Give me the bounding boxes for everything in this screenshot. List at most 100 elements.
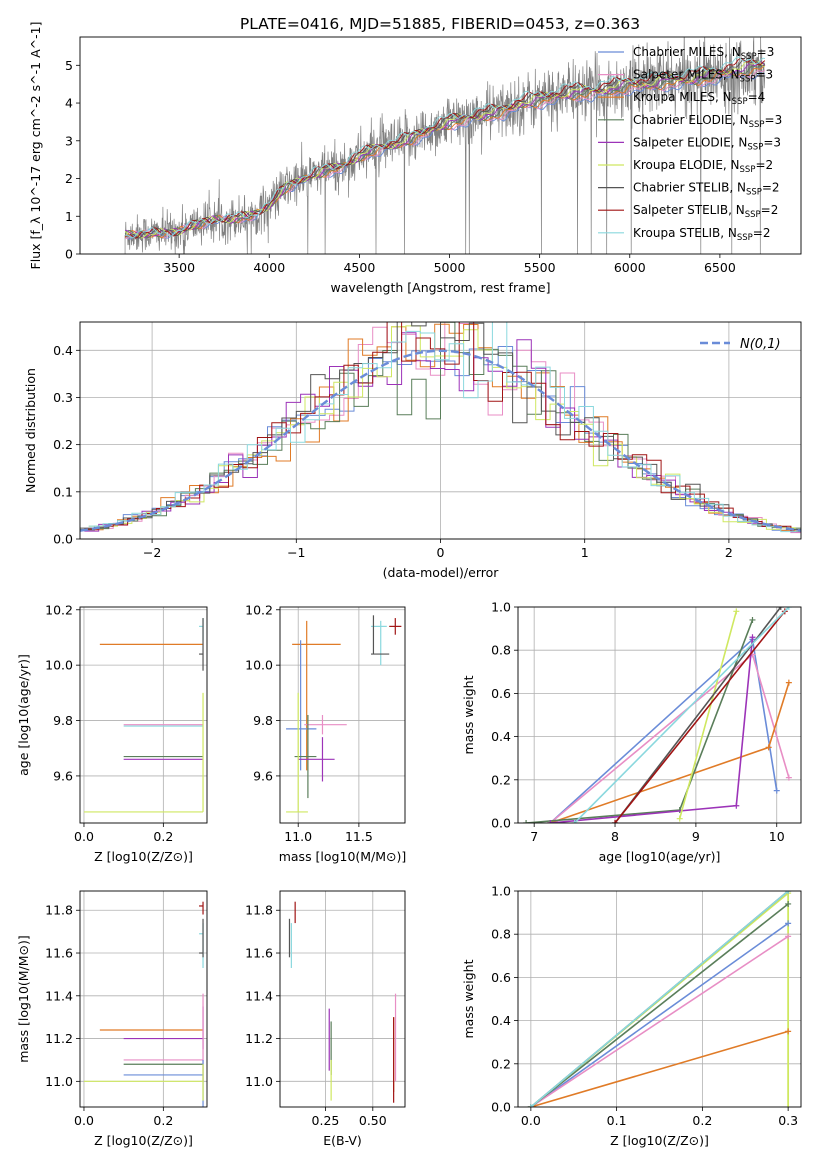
x-tick-label: −2: [143, 545, 161, 560]
x-axis-label: age [log10(age/yr)]: [599, 849, 721, 864]
legend-label-kroupa_stelib: Kroupa STELIB, NSSP=2: [633, 226, 771, 243]
y-tick-label: 0.4: [53, 343, 73, 358]
y-axis-label: mass weight: [461, 959, 476, 1038]
y-tick-label: 0.0: [491, 1100, 511, 1115]
series-line-kroupa_stelib: [574, 607, 790, 823]
histogram-chabrier_stelib: [80, 322, 801, 530]
axes-frame: [279, 890, 406, 1108]
x-tick-label: 0.25: [312, 1113, 340, 1128]
x-tick-label: 5000: [434, 260, 466, 275]
model-spectrum-line-kroupa_stelib: [124, 56, 765, 239]
series-marker: [785, 920, 792, 927]
mass_weight_vs_Z-panel: 0.0 0.1 0.2 0.3 0.0 0.2 0.4 0.6 0.8 1.0 Z [log10(Z…: [461, 884, 802, 1148]
figure-title: PLATE=0416, MJD=51885, FIBERID=0453, z=0…: [240, 15, 640, 33]
series-line-chabrier_miles: [530, 922, 789, 1107]
x-axis-label: mass [log10(M/M⊙)]: [279, 849, 407, 864]
errorbar-point: [286, 640, 317, 771]
errorbar-point: [292, 620, 341, 771]
series-line-kroupa_miles: [530, 1030, 789, 1107]
x-tick-label: 0.50: [359, 1113, 387, 1128]
residuals-panel: −2 −1 0 1 2 0.0 0.1 0.2 0.3 0.4 (data-model)/error…: [23, 321, 802, 580]
x-axis-label: (data-model)/error: [383, 565, 500, 580]
axes-frame: [79, 606, 208, 824]
y-tick-label: 0.0: [53, 532, 73, 547]
errorbar-point: [199, 918, 204, 958]
x-tick-label: 0: [437, 545, 445, 560]
series-marker: [676, 815, 683, 822]
x-tick-label: 0.1: [607, 1113, 627, 1128]
errorbar-point: [389, 618, 402, 635]
x-tick-label: 0.2: [153, 829, 173, 844]
x-tick-label: 0.2: [153, 1113, 173, 1128]
y-axis-label: Flux [f_λ 10^-17 erg cm^-2 s^-1 A^-1]: [28, 22, 43, 270]
axes-frame: [79, 890, 208, 1108]
errorbar-point: [304, 715, 347, 735]
x-tick-label: 3500: [163, 260, 195, 275]
y-tick-label: 0.1: [53, 484, 73, 499]
y-tick-label: 5: [65, 58, 73, 73]
y-tick-label: 11.8: [45, 903, 73, 918]
x-tick-label: 10: [769, 829, 785, 844]
mass_vs_ebv-panel: 0.25 0.50 11.0 11.2 11.4 11.6 11.8 E(B-V): [245, 890, 406, 1148]
x-tick-label: 11.5: [345, 829, 373, 844]
series-marker: [527, 1104, 534, 1107]
y-tick-label: 10.0: [245, 658, 273, 673]
axes-frame: [279, 606, 406, 824]
legend-label-salpeter_miles: Salpeter MILES, NSSP=3: [633, 68, 773, 85]
y-tick-label: 9.8: [253, 713, 273, 728]
y-tick-label: 1.0: [491, 600, 511, 615]
axes-frame: [517, 890, 802, 1108]
y-tick-label: 11.6: [45, 946, 73, 961]
histogram-salpeter_elodie: [84, 332, 801, 533]
series-line-salpeter_miles: [549, 653, 790, 823]
y-tick-label: 3: [65, 133, 73, 148]
y-tick-label: 1: [65, 209, 73, 224]
x-axis-label: Z [log10(Z/Z⊙)]: [610, 1133, 709, 1148]
y-tick-label: 0.2: [491, 772, 511, 787]
y-tick-label: 10.2: [245, 602, 273, 617]
spectrum-panel: 3500 4000 4500 5000 5500 6000 6500 0 1 2 3 4 5 wavele…: [28, 22, 802, 295]
histograms: [80, 322, 801, 534]
histogram-kroupa_stelib: [88, 322, 801, 533]
series-line-salpeter_miles: [530, 935, 789, 1107]
y-tick-label: 9.8: [53, 713, 73, 728]
x-axis-label: Z [log10(Z/Z⊙)]: [94, 849, 193, 864]
errorbar-point: [298, 737, 335, 782]
y-tick-label: 1.0: [491, 884, 511, 899]
mass_vs_Z-panel: 0.0 0.2 11.0 11.2 11.4 11.6 11.8 Z [log10(Z/Z⊙)…: [16, 890, 208, 1148]
x-tick-label: 0.2: [692, 1113, 712, 1128]
legend-label-chabrier_elodie: Chabrier ELODIE, NSSP=3: [633, 113, 782, 130]
y-tick-label: 0.3: [53, 390, 73, 405]
errorbars: [286, 615, 402, 813]
x-tick-label: 4000: [253, 260, 285, 275]
x-tick-label: 11.0: [284, 829, 312, 844]
y-tick-label: 0.8: [491, 643, 511, 658]
x-tick-label: 0.3: [778, 1113, 798, 1128]
x-tick-label: 7: [530, 829, 538, 844]
x-tick-label: −1: [287, 545, 305, 560]
x-axis-label: Z [log10(Z/Z⊙)]: [94, 1133, 193, 1148]
y-tick-label: 11.6: [245, 946, 273, 961]
y-tick-label: 11.8: [245, 903, 273, 918]
y-tick-label: 11.0: [45, 1074, 73, 1089]
errorbars: [288, 901, 397, 1103]
series-marker: [612, 820, 619, 823]
x-tick-label: 0.0: [74, 829, 94, 844]
y-tick-label: 9.6: [53, 768, 73, 783]
errorbar-point: [286, 692, 308, 813]
series-marker: [785, 774, 792, 781]
series: [523, 607, 792, 823]
y-tick-label: 0.4: [491, 729, 511, 744]
y-tick-label: 0.8: [491, 927, 511, 942]
errorbar-point: [199, 901, 204, 915]
spectrum-legend: Chabrier MILES, NSSP=3 Salpeter MILES, NS…: [598, 45, 782, 243]
series-marker: [733, 608, 740, 615]
legend-label-chabrier_stelib: Chabrier STELIB, NSSP=2: [633, 181, 780, 198]
histogram-salpeter_miles: [84, 322, 801, 534]
errorbar-point: [371, 615, 390, 655]
y-tick-label: 0.6: [491, 970, 511, 985]
x-tick-label: 4500: [343, 260, 375, 275]
legend-label-kroupa_elodie: Kroupa ELODIE, NSSP=2: [633, 158, 773, 175]
y-tick-label: 0.4: [491, 1013, 511, 1028]
x-tick-label: 2: [725, 545, 733, 560]
